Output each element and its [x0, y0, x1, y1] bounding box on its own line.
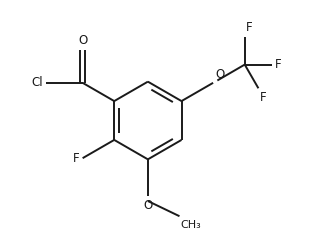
Text: F: F — [73, 152, 80, 165]
Text: F: F — [274, 58, 281, 71]
Text: F: F — [260, 91, 266, 104]
Text: O: O — [215, 68, 225, 81]
Text: O: O — [143, 199, 153, 212]
Text: Cl: Cl — [31, 76, 43, 89]
Text: F: F — [246, 21, 252, 34]
Text: CH₃: CH₃ — [181, 220, 202, 230]
Text: O: O — [78, 34, 87, 47]
